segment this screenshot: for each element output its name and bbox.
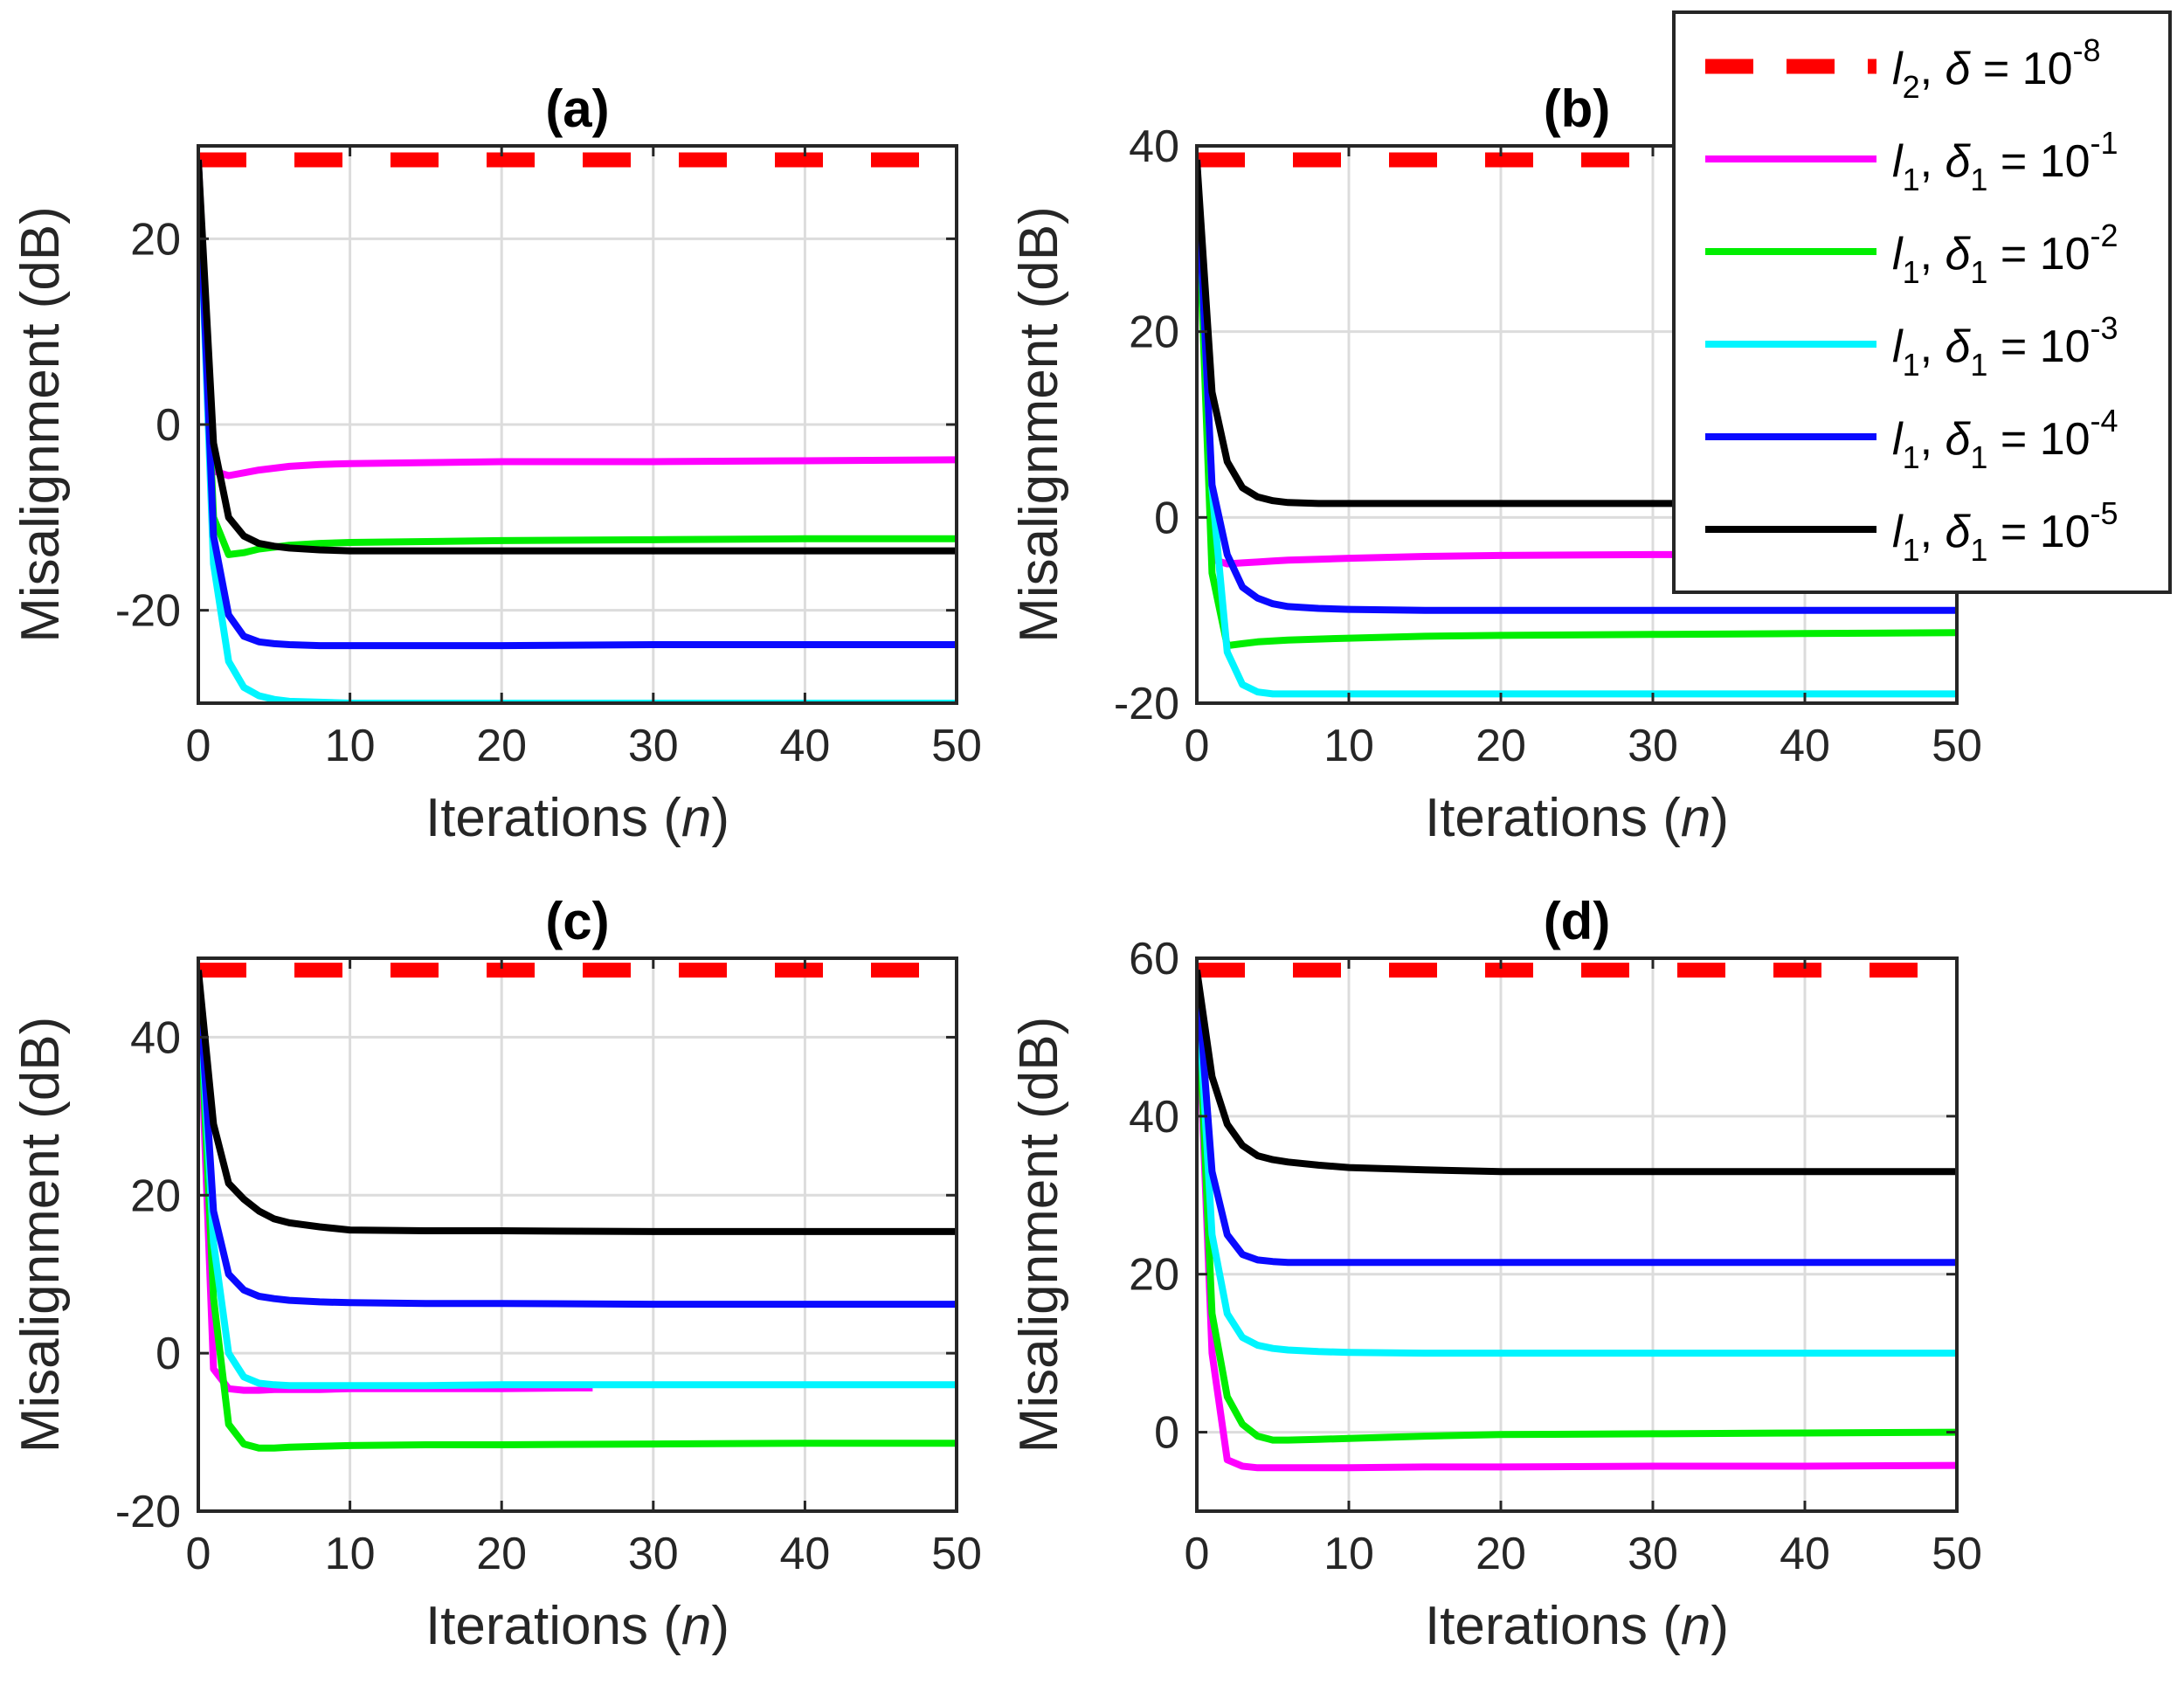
y-axis-title: Misalignment (dB)	[10, 1017, 71, 1454]
y-tick-label: -20	[1114, 679, 1179, 729]
y-tick-label: 40	[130, 1012, 181, 1063]
series-line-l1_4	[1197, 970, 1957, 1267]
legend-label: l1, δ1 = 10-1	[1892, 125, 2118, 197]
legend-label: l1, δ1 = 10-3	[1892, 310, 2118, 383]
axes-box	[197, 956, 958, 1513]
y-axis-title: Misalignment (dB)	[10, 206, 71, 643]
legend-entry-l1_2: l1, δ1 = 10-2	[1705, 218, 2118, 290]
legend-label: l1, δ1 = 10-2	[1892, 218, 2118, 290]
panel-title: (a)	[545, 79, 609, 138]
series-line-l1_2	[1197, 970, 1957, 1444]
series-line-l1_4	[198, 159, 957, 650]
x-tick-label: 30	[628, 1529, 679, 1579]
y-tick-label: -20	[115, 1487, 181, 1537]
legend-label: l2, δ = 10-8	[1892, 32, 2101, 105]
y-tick-label: 40	[1129, 121, 1179, 172]
axes-box	[1195, 956, 1959, 1513]
series-line-l1_2	[198, 970, 957, 1452]
x-tick-label: 50	[931, 721, 982, 771]
x-tick-label: 0	[1185, 1529, 1210, 1579]
series-line-l1_4	[1197, 159, 1957, 614]
series-line-l1_3	[198, 970, 957, 1390]
x-tick-label: 10	[1324, 721, 1374, 771]
x-tick-label: 0	[186, 721, 211, 771]
x-tick-label: 40	[1780, 721, 1830, 771]
x-tick-label: 30	[1628, 1529, 1678, 1579]
y-tick-label: 20	[130, 214, 181, 265]
x-axis-title: Iterations (n)	[1425, 788, 1729, 848]
panel-title: (d)	[1544, 892, 1611, 950]
x-tick-label: 30	[1628, 721, 1678, 771]
y-tick-label: 60	[1129, 934, 1179, 984]
y-axis-title: Misalignment (dB)	[1009, 1017, 1069, 1454]
series-group	[198, 963, 957, 1452]
x-tick-label: 10	[1324, 1529, 1374, 1579]
legend-entry-l1_4: l1, δ1 = 10-4	[1705, 403, 2118, 475]
series-line-l1_2	[198, 159, 957, 558]
x-tick-label: 20	[476, 721, 527, 771]
panel-title: (b)	[1544, 79, 1611, 138]
legend-entry-l1_1: l1, δ1 = 10-1	[1705, 125, 2118, 197]
x-tick-label: 50	[1932, 721, 1982, 771]
x-tick-label: 30	[628, 721, 679, 771]
x-axis-title: Iterations (n)	[425, 1596, 729, 1656]
x-tick-label: 0	[186, 1529, 211, 1579]
x-tick-label: 40	[779, 721, 830, 771]
series-line-l1_5	[1197, 159, 1957, 508]
x-axis-title: Iterations (n)	[1425, 1596, 1729, 1656]
x-tick-label: 20	[1476, 1529, 1526, 1579]
panel-title: (c)	[545, 892, 609, 950]
series-line-l1_3	[1197, 970, 1957, 1357]
y-tick-label: 40	[1129, 1092, 1179, 1143]
y-tick-label: 20	[130, 1171, 181, 1221]
y-tick-label: 20	[1129, 1250, 1179, 1301]
y-tick-label: 0	[156, 1329, 181, 1379]
series-line-l1_3	[1197, 159, 1957, 698]
legend-entry-l1_3: l1, δ1 = 10-3	[1705, 310, 2118, 383]
x-tick-label: 50	[931, 1529, 982, 1579]
series-line-l1_1	[198, 159, 957, 480]
legend-entry-l1_5: l1, δ1 = 10-5	[1705, 495, 2118, 568]
series-group	[1197, 152, 1957, 698]
x-tick-label: 40	[1780, 1529, 1830, 1579]
legend-label: l1, δ1 = 10-4	[1892, 403, 2118, 475]
x-tick-label: 0	[1185, 721, 1210, 771]
series-group	[1197, 963, 1957, 1472]
x-tick-label: 50	[1932, 1529, 1982, 1579]
legend-box	[1672, 10, 2172, 594]
panel-a: 0 10 20 30 40 50 -20 0 20 (a) Iterations (n) Misali…	[10, 79, 982, 848]
x-tick-label: 20	[1476, 721, 1526, 771]
x-tick-label: 40	[779, 1529, 830, 1579]
series-line-l1_5	[198, 970, 957, 1235]
y-tick-label: 20	[1129, 307, 1179, 358]
x-axis-title: Iterations (n)	[425, 788, 729, 848]
legend: l2, δ = 10-8 l1, δ1 = 10-1 l1, δ1 = 10-2 l1…	[1672, 10, 2172, 594]
x-tick-label: 10	[325, 1529, 376, 1579]
legend-entry-l2: l2, δ = 10-8	[1705, 32, 2101, 105]
y-tick-label: 0	[156, 400, 181, 451]
x-tick-label: 10	[325, 721, 376, 771]
y-tick-label: 0	[1154, 1408, 1179, 1459]
y-tick-label: -20	[115, 586, 181, 637]
legend-label: l1, δ1 = 10-5	[1892, 495, 2118, 568]
series-line-l1_1	[1197, 970, 1957, 1472]
series-line-l1_1	[198, 970, 593, 1394]
y-tick-label: 0	[1154, 493, 1179, 543]
series-line-l1_4	[198, 970, 957, 1309]
x-tick-label: 20	[476, 1529, 527, 1579]
y-axis-title: Misalignment (dB)	[1009, 206, 1069, 643]
series-line-l1_5	[1197, 970, 1957, 1176]
series-line-l1_5	[198, 159, 957, 555]
panel-d: 0 10 20 30 40 50 0 20 40 60 (d) Iterations (n) Misal…	[1009, 892, 1982, 1656]
